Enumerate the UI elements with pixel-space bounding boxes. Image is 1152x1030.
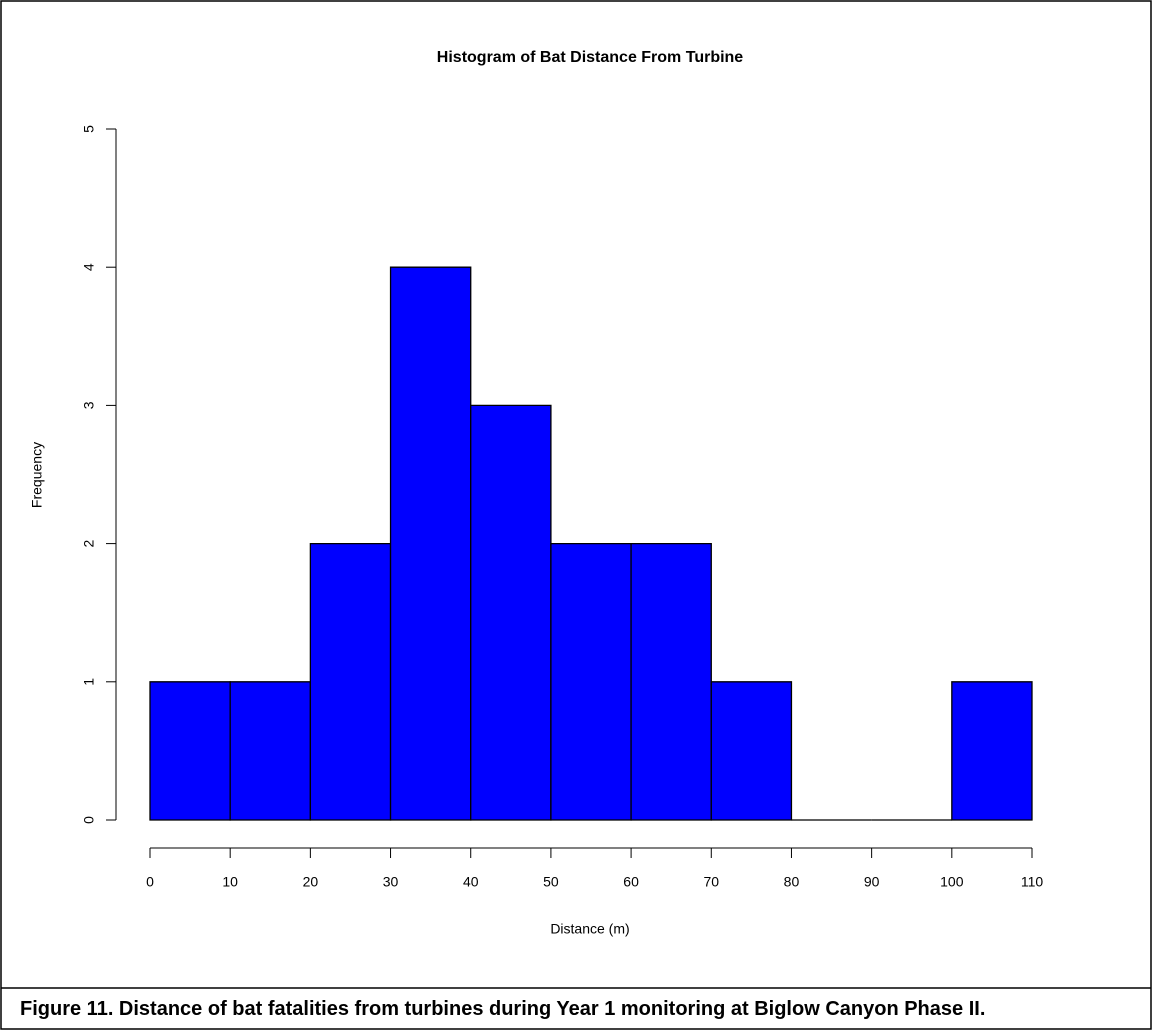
y-tick-label: 5 <box>81 125 97 133</box>
bar <box>470 404 552 821</box>
figure-caption: Figure 11. Distance of bat fatalities fr… <box>20 998 986 1020</box>
bar <box>550 542 632 821</box>
y-tick-label: 3 <box>81 401 97 409</box>
x-tick-label: 90 <box>864 874 880 890</box>
x-tick-label: 10 <box>222 874 238 890</box>
x-tick-label: 70 <box>703 874 719 890</box>
bar <box>229 681 312 821</box>
x-tick-label: 20 <box>303 874 319 890</box>
y-tick-label: 2 <box>81 539 97 547</box>
x-tick-label: 60 <box>623 874 639 890</box>
x-tick-label: 0 <box>146 874 154 890</box>
y-tick-label: 1 <box>81 678 97 686</box>
bar <box>309 542 392 821</box>
bar <box>630 542 712 821</box>
bar <box>389 266 472 821</box>
bar <box>710 681 793 821</box>
bar <box>951 681 1033 821</box>
x-tick-label: 80 <box>784 874 800 890</box>
chart-title: Histogram of Bat Distance From Turbine <box>437 49 744 66</box>
x-tick-label: 30 <box>383 874 399 890</box>
x-tick-label: 50 <box>543 874 559 890</box>
bar <box>149 681 231 821</box>
x-tick-label: 100 <box>940 874 964 890</box>
x-axis-label: Distance (m) <box>550 921 629 937</box>
y-axis-label: Frequency <box>29 442 45 508</box>
y-tick-label: 0 <box>81 816 97 824</box>
x-tick-label: 40 <box>463 874 479 890</box>
y-tick-label: 4 <box>81 263 97 271</box>
x-tick-label: 110 <box>1021 874 1044 890</box>
